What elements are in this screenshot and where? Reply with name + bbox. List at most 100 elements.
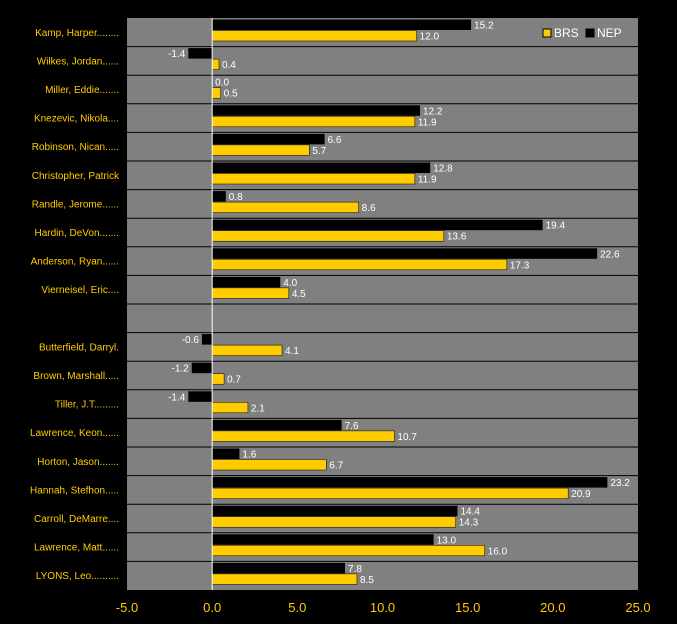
value-label-brs: 12.0 [420, 32, 440, 43]
category-label: Knezevic, Nikola.... [34, 114, 119, 125]
category-label: Miller, Eddie....... [45, 85, 119, 96]
category-labels: Kamp, Harper........ Wilkes, Jordan......… [30, 28, 120, 582]
bar-brs [211, 402, 249, 414]
value-label-brs: 16.0 [488, 546, 508, 557]
bar-nep [188, 391, 213, 402]
x-tick-label: 15.0 [455, 600, 480, 615]
bar-brs [211, 58, 220, 70]
bar-nep [212, 562, 346, 574]
category-label: Butterfield, Darryl. [39, 342, 119, 353]
value-label-brs: 17.3 [510, 260, 530, 271]
value-label-brs: 8.6 [362, 203, 376, 214]
value-label-nep: 22.6 [600, 249, 620, 260]
bar-brs [211, 173, 416, 185]
bar-nep [212, 505, 458, 517]
value-label-brs: 10.7 [397, 432, 417, 443]
bar-brs [211, 373, 225, 385]
x-tick-labels: -5.0 0.0 5.0 10.0 15.0 20.0 25.0 [116, 600, 651, 615]
x-tick-label: 5.0 [288, 600, 306, 615]
value-label-brs: 20.9 [571, 489, 591, 500]
value-label-nep: 12.8 [433, 164, 453, 175]
value-label-brs: 4.1 [285, 346, 299, 357]
legend-label-nep: NEP [597, 26, 622, 40]
category-label: Carroll, DeMarre.... [34, 514, 119, 525]
value-label-nep: 12.2 [423, 106, 443, 117]
x-tick-label: 0.0 [203, 600, 221, 615]
bar-brs [211, 116, 416, 128]
bar-nep [212, 133, 325, 145]
bar-nep [188, 48, 213, 59]
value-label-nep: 1.6 [242, 450, 256, 461]
x-tick-label: 25.0 [625, 600, 650, 615]
value-label-nep: 13.0 [437, 535, 457, 546]
bar-nep [212, 448, 240, 459]
bar-nep [212, 276, 281, 288]
value-label-nep: -1.2 [171, 364, 189, 375]
category-label: Horton, Jason....... [37, 457, 119, 468]
value-label-nep: 7.8 [348, 564, 362, 575]
value-label-brs: 4.5 [292, 289, 306, 300]
bar-brs [211, 430, 395, 442]
value-label-brs: 13.6 [447, 232, 467, 243]
bar-nep [201, 334, 213, 345]
value-label-brs: 8.5 [360, 575, 374, 586]
bar-brs [211, 516, 456, 528]
category-label: Hannah, Stefhon..... [30, 485, 119, 496]
bar-brs [211, 287, 290, 299]
category-label: Wilkes, Jordan...... [37, 56, 119, 67]
bar-nep [212, 162, 431, 173]
value-label-nep: -1.4 [168, 49, 186, 60]
value-label-brs: 14.3 [459, 518, 479, 529]
value-label-brs: 0.5 [224, 89, 238, 100]
legend-swatch-brs [542, 28, 552, 38]
value-label-brs: 5.7 [312, 146, 326, 157]
value-label-nep: -0.6 [182, 335, 200, 346]
bar-nep [212, 477, 608, 488]
bar-brs [211, 201, 359, 213]
category-label: Brown, Marshall..... [33, 371, 119, 382]
value-label-brs: 6.7 [329, 461, 343, 472]
bar-nep [191, 362, 213, 374]
category-label: Robinson, Nican..... [32, 142, 119, 153]
value-labels: 15.212.0-1.40.40.00.512.211.96.65.712.81… [168, 21, 630, 586]
bar-nep [212, 419, 342, 431]
value-label-nep: 0.8 [229, 192, 243, 203]
category-label: Vierneisel, Eric.... [41, 285, 119, 296]
bar-nep [212, 219, 543, 231]
value-label-nep: 0.0 [215, 78, 229, 89]
category-label: Kamp, Harper........ [35, 28, 119, 39]
category-label: Anderson, Ryan...... [31, 257, 119, 268]
bar-nep [212, 248, 598, 259]
bar-brs [211, 487, 569, 499]
bar-brs [211, 230, 445, 242]
value-label-nep: 14.4 [460, 507, 480, 518]
bar-brs [211, 545, 485, 557]
bar-nep [212, 534, 434, 545]
bars [188, 19, 608, 585]
bar-nep [212, 105, 420, 116]
category-label: Randle, Jerome...... [32, 199, 119, 210]
value-label-brs: 2.1 [251, 403, 265, 414]
value-label-brs: 0.7 [227, 375, 241, 386]
legend-swatch-nep [585, 28, 595, 38]
value-label-nep: 7.6 [345, 421, 359, 432]
value-label-brs: 0.4 [222, 60, 236, 71]
bar-brs [211, 87, 221, 99]
bar-nep [212, 191, 226, 202]
value-label-brs: 11.9 [418, 175, 437, 186]
legend-label-brs: BRS [554, 26, 579, 40]
value-label-nep: -1.4 [168, 392, 186, 403]
x-tick-label: 20.0 [540, 600, 565, 615]
category-label: LYONS, Leo.......... [36, 571, 119, 582]
bar-nep [212, 19, 472, 30]
bar-brs [211, 259, 508, 271]
category-label: Tiller, J.T......... [55, 400, 119, 411]
x-tick-label: 10.0 [370, 600, 395, 615]
value-label-nep: 19.4 [546, 221, 566, 232]
value-label-brs: 11.9 [418, 117, 437, 128]
category-label: Lawrence, Keon...... [30, 428, 119, 439]
value-label-nep: 4.0 [283, 278, 297, 289]
bar-brs [211, 459, 327, 471]
bar-brs [211, 144, 310, 156]
legend: BRS NEP [542, 26, 622, 40]
